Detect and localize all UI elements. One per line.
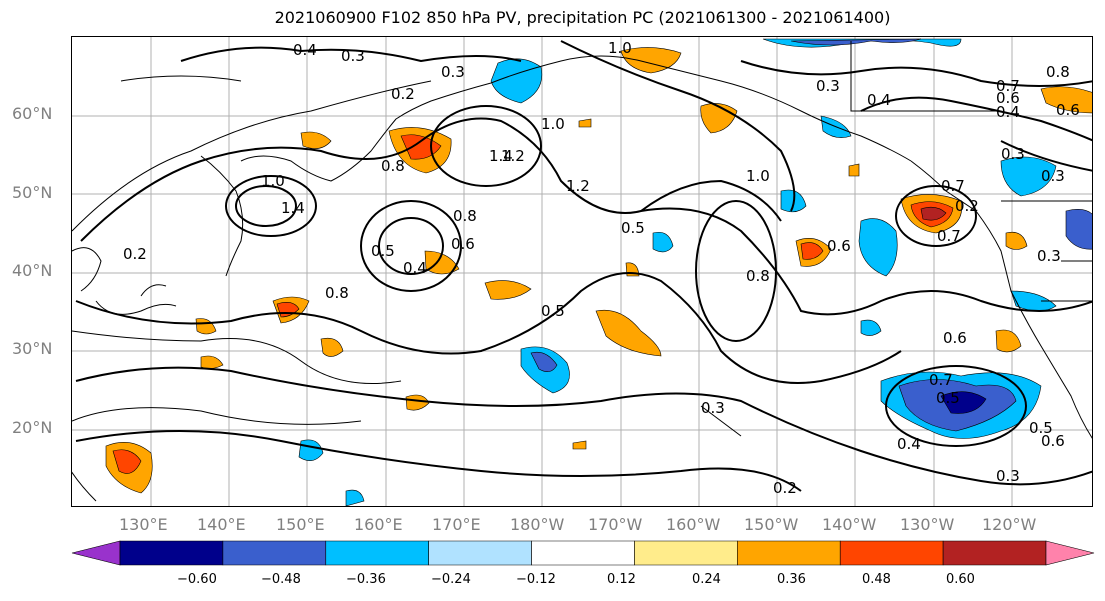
lon-label-130w: 130°W	[900, 515, 955, 534]
colorbar-segment	[1045, 540, 1095, 566]
lon-label-140e: 140°E	[197, 515, 246, 534]
contour-label: 1.0	[261, 172, 285, 190]
colorbar-tick: 0.12	[607, 572, 636, 587]
contour-label: 1.4	[489, 147, 513, 165]
contour-label: 1.2	[566, 177, 590, 195]
contour-label: 0.3	[341, 47, 365, 65]
colorbar-tick: −0.24	[431, 572, 471, 587]
contour-label: 0.3	[816, 77, 840, 95]
colorbar-segment	[839, 540, 944, 566]
lat-label-20n: 20°N	[12, 418, 53, 437]
lon-label-170w: 170°W	[588, 515, 643, 534]
contour-label: 0.4	[403, 259, 427, 277]
contour-label: 1.2	[501, 147, 525, 165]
contour-label: 0.5	[1029, 419, 1053, 437]
lat-label-30n: 30°N	[12, 339, 53, 358]
contour-label: 0.5	[936, 389, 960, 407]
contour-label: 0.6	[451, 235, 475, 253]
contour-label: 0.3	[441, 63, 465, 81]
contour-label: 0.3	[1041, 167, 1065, 185]
contour-label: 0.7	[941, 177, 965, 195]
contour-label: 0.6	[996, 89, 1020, 107]
colorbar-tick: −0.48	[261, 572, 301, 587]
colorbar-tick: −0.60	[177, 572, 217, 587]
lon-label-160w: 160°W	[666, 515, 721, 534]
graticule	[72, 37, 1092, 506]
lon-label-150e: 150°E	[276, 515, 325, 534]
colorbar-segment	[428, 540, 532, 566]
contour-label: 0.2	[391, 85, 415, 103]
colorbar-segment	[119, 540, 224, 566]
colorbar-segments	[71, 540, 1095, 566]
contour-label: 0.5	[371, 242, 395, 260]
contour-label: 0.7	[929, 371, 953, 389]
colorbar-tick: 0.60	[946, 572, 975, 587]
contour-label: 0.8	[381, 157, 405, 175]
lon-label-160e: 160°E	[354, 515, 403, 534]
colorbar-tick: −0.36	[346, 572, 386, 587]
contour-label: 0.3	[701, 399, 725, 417]
contour-label: 0.7	[996, 77, 1020, 95]
colorbar-tick: 0.48	[862, 572, 891, 587]
colorbar-tick: 0.36	[777, 572, 806, 587]
colorbar-segment	[737, 540, 841, 566]
map-svg: 0.4 0.3 1.0 0.2 0.3 0.8 0.7 0.6 0.4 0.6 …	[72, 37, 1092, 506]
lon-label-180w: 180°W	[510, 515, 565, 534]
contour-label: 1.0	[746, 167, 770, 185]
lat-label-60n: 60°N	[12, 104, 53, 123]
pv-contours	[75, 40, 1092, 492]
contour-label: 0.8	[1046, 63, 1070, 81]
colorbar	[71, 540, 1095, 566]
precip-shading	[105, 38, 1092, 506]
contour-label: 0.7	[937, 227, 961, 245]
contour-label: 0.8	[453, 207, 477, 225]
colorbar-segment	[531, 540, 635, 566]
contour-label: 0.6	[827, 237, 851, 255]
contour-label: 0.3	[996, 467, 1020, 485]
colorbar-segment	[71, 540, 121, 566]
lon-label-170e: 170°E	[432, 515, 481, 534]
colorbar-segment	[942, 540, 1047, 566]
colorbar-segment	[634, 540, 738, 566]
contour-label: 0.4	[293, 41, 317, 59]
contour-label: 0.6	[943, 329, 967, 347]
colorbar-segment	[222, 540, 327, 566]
lon-label-150w: 150°W	[744, 515, 799, 534]
contour-label: 1.0	[541, 115, 565, 133]
map-panel: 0.4 0.3 1.0 0.2 0.3 0.8 0.7 0.6 0.4 0.6 …	[71, 36, 1093, 507]
coastlines	[72, 41, 1092, 502]
contour-label: 0.8	[325, 284, 349, 302]
colorbar-tick: 0.24	[692, 572, 721, 587]
contour-label: 0.4	[867, 91, 891, 109]
colorbar-tick: −0.12	[516, 572, 556, 587]
contour-label: 0.3	[1037, 247, 1061, 265]
lat-label-40n: 40°N	[12, 261, 53, 280]
contour-label: 0.6	[1056, 101, 1080, 119]
contour-label: 1.4	[281, 199, 305, 217]
lat-label-50n: 50°N	[12, 183, 53, 202]
lon-label-130e: 130°E	[119, 515, 168, 534]
contour-label: 0.4	[897, 435, 921, 453]
contour-label: 0.2	[955, 197, 979, 215]
contour-label: 0.2	[773, 479, 797, 497]
contour-label: 0.5	[541, 302, 565, 320]
map-title: 2021060900 F102 850 hPa PV, precipitatio…	[274, 8, 891, 27]
pv-contours-thin	[72, 75, 432, 425]
contour-label: 0.8	[746, 267, 770, 285]
contour-label: 0.4	[996, 103, 1020, 121]
lon-label-120w: 120°W	[982, 515, 1037, 534]
contour-labels: 0.4 0.3 1.0 0.2 0.3 0.8 0.7 0.6 0.4 0.6 …	[123, 39, 1080, 497]
contour-label: 0.6	[1041, 432, 1065, 450]
contour-label: 0.5	[621, 219, 645, 237]
colorbar-segment	[325, 540, 429, 566]
contour-label: 0.2	[123, 245, 147, 263]
lon-label-140w: 140°W	[822, 515, 877, 534]
contour-label: 1.0	[608, 39, 632, 57]
contour-label: 0.3	[1001, 145, 1025, 163]
